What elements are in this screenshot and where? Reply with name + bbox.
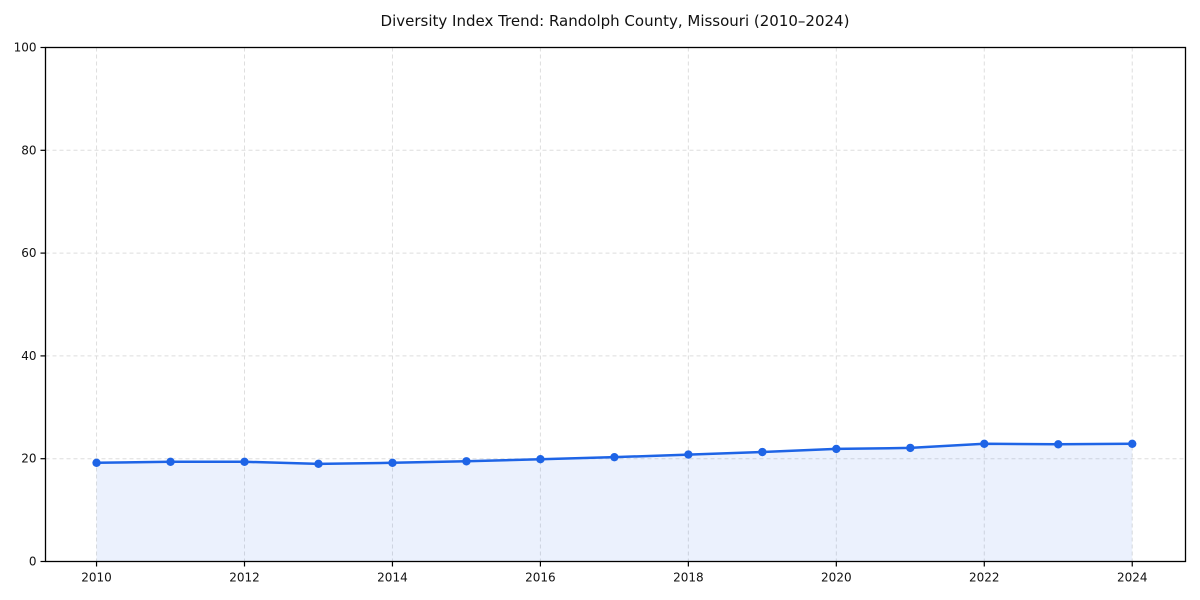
x-tick-label-2014: 2014 [377, 571, 408, 585]
x-tick-label-2020: 2020 [821, 571, 852, 585]
x-tick-label-2022: 2022 [969, 571, 1000, 585]
data-point-2012 [240, 457, 249, 466]
y-tick-label-100: 100 [14, 41, 37, 55]
data-point-2021 [906, 443, 915, 453]
x-tick-label-2012: 2012 [229, 571, 260, 585]
data-point-2020 [832, 444, 841, 454]
chart-title: Diversity Index Trend: Randolph County, … [380, 12, 850, 30]
y-tick-label-40: 40 [21, 349, 36, 363]
y-tick-label-80: 80 [21, 143, 36, 157]
x-tick-label-2016: 2016 [525, 571, 556, 585]
x-tick-label-2018: 2018 [673, 571, 704, 585]
data-point-2011 [166, 457, 175, 466]
data-point-2015 [462, 457, 471, 466]
y-tick-label-0: 0 [29, 555, 37, 569]
plot-border [44, 46, 1187, 563]
data-point-2014 [388, 458, 397, 468]
data-point-2013 [314, 459, 323, 469]
data-point-2024 [1128, 439, 1137, 448]
data-point-2022 [980, 439, 989, 448]
data-point-2023 [1054, 440, 1063, 449]
x-tick-label-2010: 2010 [81, 571, 112, 585]
data-point-2017 [610, 452, 619, 462]
data-point-2018 [684, 450, 693, 459]
y-tick-label-20: 20 [21, 452, 36, 466]
x-tick-label-2024: 2024 [1117, 571, 1148, 585]
data-point-2010 [92, 458, 101, 468]
data-point-2016 [536, 455, 545, 464]
data-point-2019 [758, 447, 767, 457]
area-fill [96, 443, 1133, 562]
y-tick-label-60: 60 [21, 246, 36, 260]
